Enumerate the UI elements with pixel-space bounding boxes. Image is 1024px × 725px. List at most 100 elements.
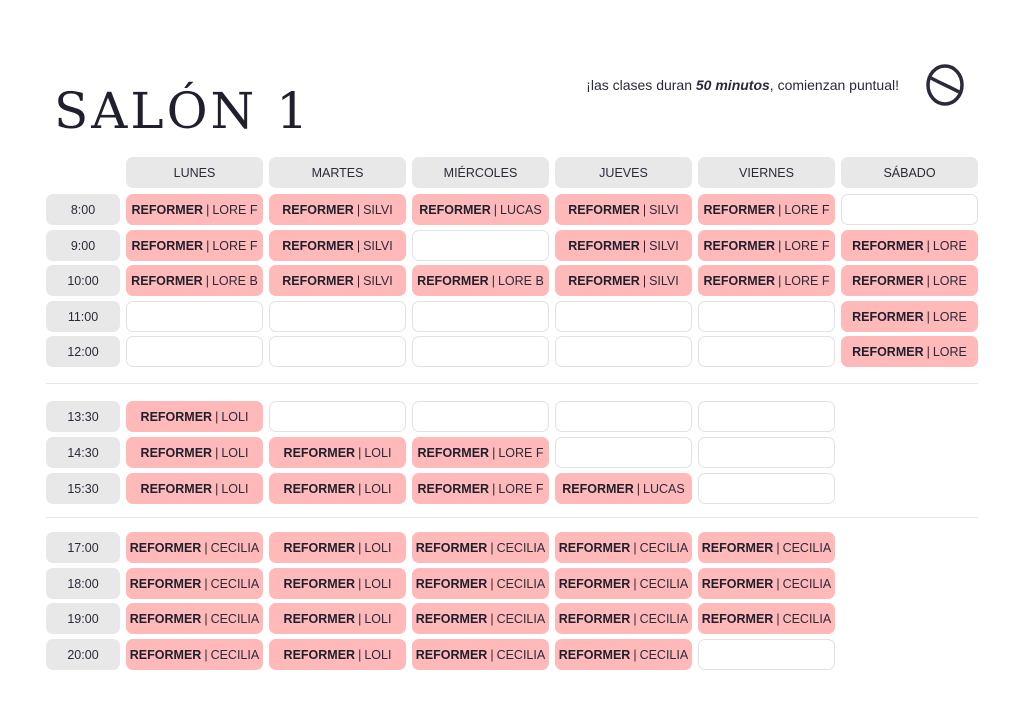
class-type: REFORMER (129, 647, 202, 662)
separator: | (633, 647, 637, 662)
class-slot[interactable]: REFORMER | CECILIA (126, 639, 263, 670)
class-slot[interactable]: REFORMER | SILVI (269, 265, 406, 296)
class-slot[interactable]: REFORMER | LORE F (698, 265, 835, 296)
separator: | (633, 540, 637, 555)
class-slot[interactable]: REFORMER | LUCAS (412, 194, 549, 225)
instructor-name: LOLI (221, 409, 249, 424)
class-slot[interactable]: REFORMER | LOLI (269, 437, 406, 468)
separator: | (926, 344, 930, 359)
instructor-name: SILVI (363, 202, 393, 217)
class-type: REFORMER (703, 273, 776, 288)
class-slot[interactable]: REFORMER | CECILIA (555, 639, 692, 670)
class-slot[interactable]: REFORMER | LORE (841, 230, 978, 261)
class-slot[interactable]: REFORMER | CECILIA (412, 568, 549, 599)
class-type: REFORMER (419, 202, 491, 217)
class-slot[interactable]: REFORMER | LORE (841, 265, 978, 296)
day-header: VIERNES (698, 157, 835, 188)
class-type: REFORMER (852, 273, 924, 288)
instructor-name: CECILIA (496, 576, 546, 591)
day-header: MIÉRCOLES (412, 157, 549, 188)
class-slot[interactable]: REFORMER | CECILIA (126, 568, 263, 599)
empty-slot (412, 301, 549, 332)
separator: | (490, 611, 494, 626)
day-header: LUNES (126, 157, 263, 188)
separator: | (492, 445, 496, 460)
instructor-name: CECILIA (210, 611, 260, 626)
empty-slot (698, 473, 835, 504)
class-type: REFORMER (415, 576, 488, 591)
class-slot[interactable]: REFORMER | LOLI (269, 603, 406, 634)
class-type: REFORMER (283, 481, 356, 496)
class-slot[interactable]: REFORMER | CECILIA (412, 532, 549, 563)
class-type: REFORMER (131, 202, 204, 217)
separator: | (356, 238, 361, 253)
instructor-name: LOLI (364, 445, 392, 460)
class-slot[interactable]: REFORMER | LORE B (126, 265, 263, 296)
instructor-name: LUCAS (643, 481, 685, 496)
class-slot[interactable]: REFORMER | SILVI (555, 265, 692, 296)
class-slot[interactable]: REFORMER | LOLI (269, 532, 406, 563)
class-type: REFORMER (283, 647, 356, 662)
class-slot[interactable]: REFORMER | LORE (841, 301, 978, 332)
separator: | (776, 540, 780, 555)
page-title: SALÓN 1 (54, 81, 312, 140)
time-label: 15:30 (46, 473, 120, 504)
class-slot[interactable]: REFORMER | LORE F (412, 473, 549, 504)
separator: | (358, 481, 362, 496)
class-slot[interactable]: REFORMER | LOLI (269, 473, 406, 504)
class-slot[interactable]: REFORMER | LOLI (269, 639, 406, 670)
class-type: REFORMER (852, 238, 924, 253)
separator: | (776, 576, 780, 591)
class-type: REFORMER (701, 611, 774, 626)
class-slot[interactable]: REFORMER | CECILIA (698, 532, 835, 563)
class-slot[interactable]: REFORMER | LORE F (698, 230, 835, 261)
class-slot[interactable]: REFORMER | SILVI (269, 230, 406, 261)
class-slot[interactable]: REFORMER | CECILIA (698, 568, 835, 599)
class-slot[interactable]: REFORMER | LOLI (269, 568, 406, 599)
class-slot[interactable]: REFORMER | CECILIA (126, 603, 263, 634)
class-slot[interactable]: REFORMER | LORE F (126, 230, 263, 261)
class-slot[interactable]: REFORMER | LOLI (126, 473, 263, 504)
class-slot[interactable]: REFORMER | CECILIA (698, 603, 835, 634)
class-slot[interactable]: REFORMER | CECILIA (555, 532, 692, 563)
separator: | (642, 273, 647, 288)
empty-slot (698, 401, 835, 432)
empty-slot (698, 301, 835, 332)
class-slot[interactable]: REFORMER | LORE F (698, 194, 835, 225)
instructor-name: CECILIA (782, 576, 832, 591)
separator: | (358, 445, 362, 460)
class-slot[interactable]: REFORMER | SILVI (555, 194, 692, 225)
empty-slot (412, 401, 549, 432)
class-slot[interactable]: REFORMER | CECILIA (412, 603, 549, 634)
separator: | (490, 576, 494, 591)
class-slot[interactable]: REFORMER | SILVI (555, 230, 692, 261)
class-type: REFORMER (558, 647, 631, 662)
class-slot[interactable]: REFORMER | CECILIA (126, 532, 263, 563)
class-type: REFORMER (558, 611, 631, 626)
class-slot[interactable]: REFORMER | LUCAS (555, 473, 692, 504)
time-label: 8:00 (46, 194, 120, 225)
separator: | (633, 611, 637, 626)
class-slot[interactable]: REFORMER | LORE B (412, 265, 549, 296)
class-slot[interactable]: REFORMER | CECILIA (555, 568, 692, 599)
empty-slot (412, 230, 549, 261)
instructor-name: LOLI (364, 647, 392, 662)
class-slot[interactable]: REFORMER | CECILIA (412, 639, 549, 670)
instructor-name: CECILIA (782, 611, 832, 626)
class-slot[interactable]: REFORMER | SILVI (269, 194, 406, 225)
class-slot[interactable]: REFORMER | LOLI (126, 401, 263, 432)
instructor-name: LORE (932, 344, 967, 359)
class-slot[interactable]: REFORMER | LORE F (412, 437, 549, 468)
day-header: JUEVES (555, 157, 692, 188)
class-slot[interactable]: REFORMER | LORE F (126, 194, 263, 225)
class-slot[interactable]: REFORMER | CECILIA (555, 603, 692, 634)
empty-slot (555, 401, 692, 432)
class-type: REFORMER (282, 273, 354, 288)
instructor-name: CECILIA (496, 540, 546, 555)
time-label: 19:00 (46, 603, 120, 634)
class-slot[interactable]: REFORMER | LOLI (126, 437, 263, 468)
class-slot[interactable]: REFORMER | LORE (841, 336, 978, 367)
instructor-name: LORE (932, 309, 967, 324)
class-type: REFORMER (131, 273, 203, 288)
section-divider (46, 383, 978, 384)
